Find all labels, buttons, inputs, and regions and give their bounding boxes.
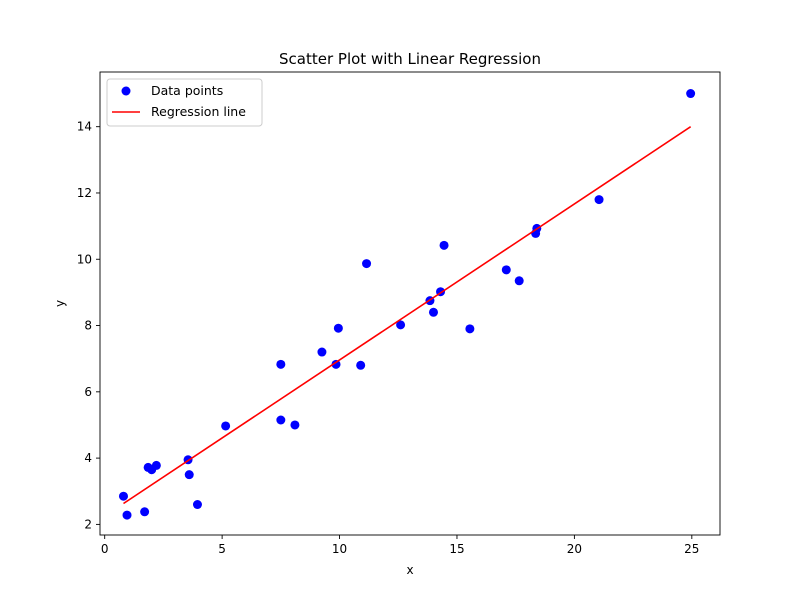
y-tick-label: 10 (77, 252, 92, 266)
data-point (514, 276, 524, 286)
x-tick-label: 5 (218, 542, 226, 556)
data-point (331, 359, 341, 369)
y-tick-label: 8 (84, 319, 92, 333)
y-axis: 2 4 6 8 10 12 14 (77, 120, 100, 531)
x-tick-label: 20 (567, 542, 582, 556)
data-point (362, 259, 372, 269)
data-point (184, 470, 194, 480)
y-tick-label: 14 (77, 120, 92, 134)
plot-area (99, 71, 721, 536)
legend-label-data-points: Data points (151, 83, 223, 98)
data-point (221, 421, 231, 431)
x-tick-label: 15 (449, 542, 464, 556)
chart-title: Scatter Plot with Linear Regression (279, 50, 541, 68)
x-tick-label: 0 (101, 542, 109, 556)
legend-box (106, 78, 263, 127)
legend: Data points Regression line (106, 78, 263, 127)
data-point (192, 500, 202, 510)
x-axis-label: x (406, 563, 413, 577)
data-point (594, 195, 604, 205)
y-axis-label: y (53, 300, 67, 307)
y-tick-label: 6 (84, 385, 92, 399)
data-point (122, 510, 132, 520)
x-tick-label: 10 (332, 542, 347, 556)
x-axis: 0 5 10 15 20 25 (101, 535, 699, 556)
data-point (276, 359, 286, 369)
legend-label-regression-line: Regression line (151, 104, 246, 119)
data-point (151, 460, 161, 470)
data-point (356, 360, 366, 370)
data-point (465, 324, 475, 334)
y-tick-label: 2 (84, 517, 92, 531)
data-point (501, 265, 511, 275)
data-point (428, 307, 438, 317)
data-point (140, 507, 150, 517)
data-point (317, 347, 327, 357)
regression-line (123, 126, 692, 505)
data-point (290, 420, 300, 430)
axes-frame (99, 71, 721, 536)
legend-marker-data-points (121, 86, 131, 96)
data-point (276, 415, 286, 425)
data-point (333, 323, 343, 333)
data-point (396, 320, 406, 330)
series-layer (118, 89, 696, 520)
y-tick-label: 12 (77, 186, 92, 200)
x-tick-label: 25 (684, 542, 699, 556)
data-point (439, 240, 449, 250)
y-tick-label: 4 (84, 451, 92, 465)
data-point (686, 89, 696, 99)
data-point (118, 491, 128, 501)
